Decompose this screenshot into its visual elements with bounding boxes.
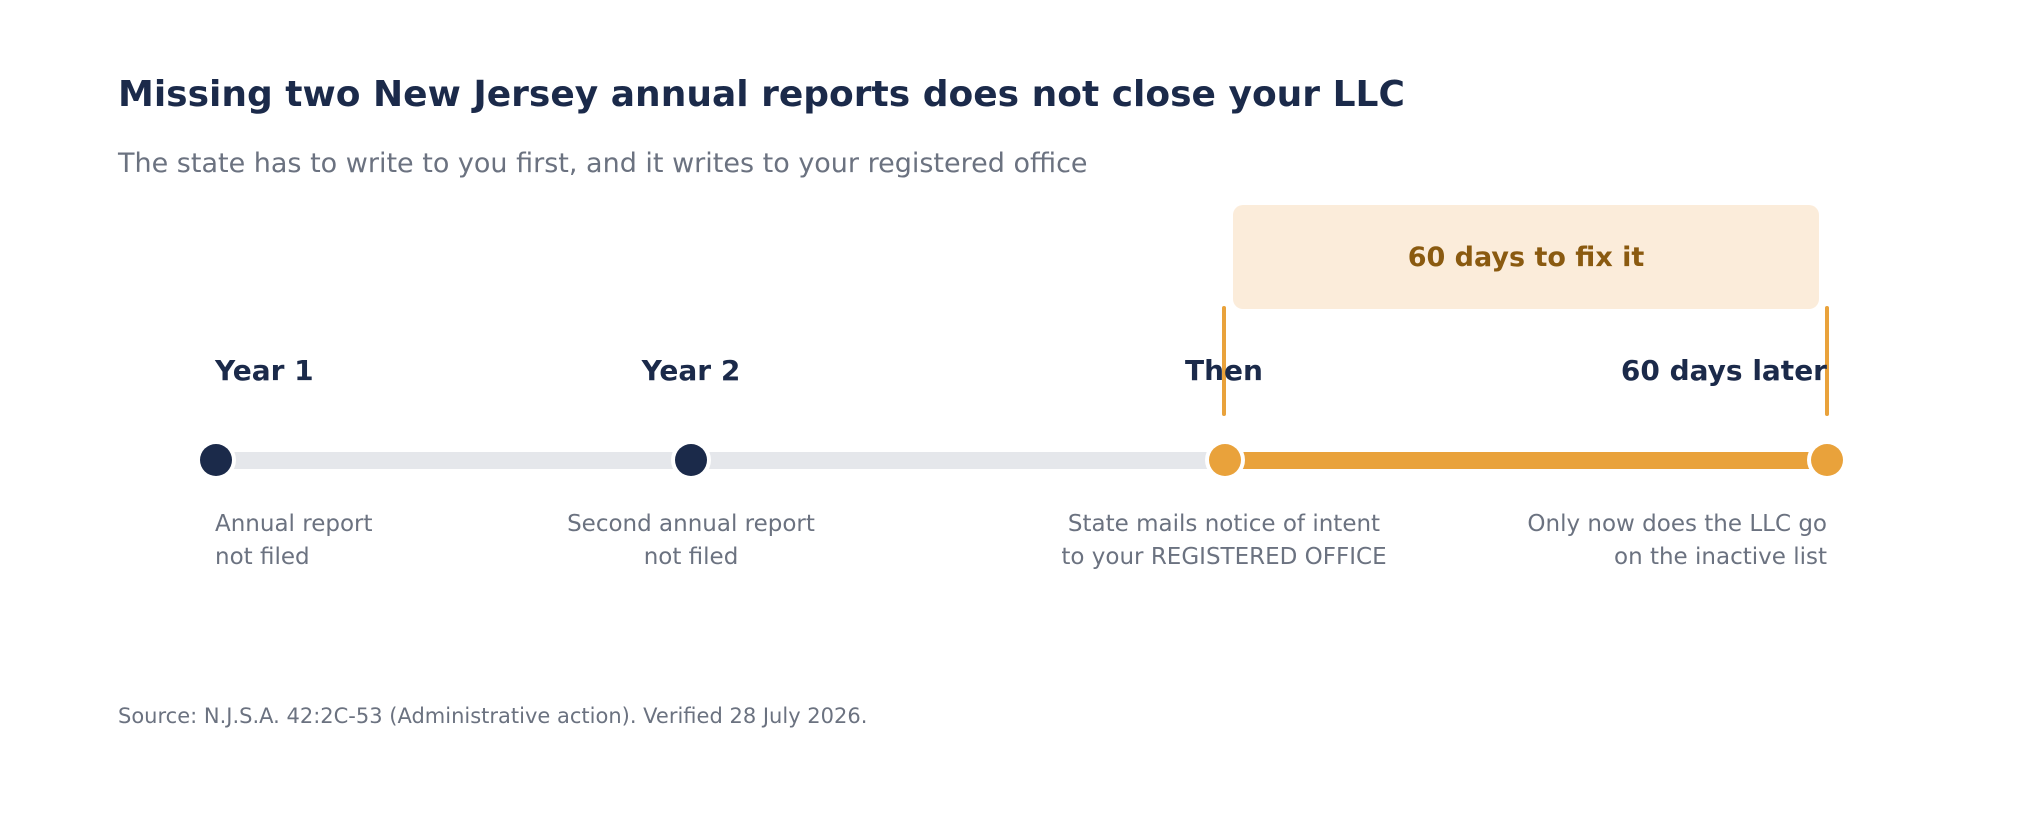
timeline-track-highlight	[1226, 452, 1826, 469]
desc-line: Only now does the LLC go	[1527, 511, 1827, 537]
desc-line: State mails notice of intent	[1067, 511, 1381, 537]
milestone-label-60-days: 60 days later	[1620, 354, 1827, 387]
milestone-desc-then: State mails notice of intent to your REG…	[1061, 508, 1386, 574]
desc-line: to your REGISTERED OFFICE	[1061, 544, 1387, 570]
desc-line: Annual report	[215, 511, 373, 537]
page-subtitle: The state has to write to you first, and…	[118, 148, 1088, 179]
source-note: Source: N.J.S.A. 42:2C-53 (Administrativ…	[118, 704, 868, 728]
callout-bracket-right	[1825, 306, 1829, 416]
milestone-dot-year-1	[200, 444, 232, 476]
milestone-desc-60-days: Only now does the LLC go on the inactive…	[1527, 508, 1827, 574]
milestone-label-year-2: Year 2	[641, 354, 741, 387]
desc-line: Second annual report	[567, 511, 815, 537]
milestone-dot-60-days	[1811, 444, 1843, 476]
milestone-dot-year-2	[675, 444, 707, 476]
timeline-track-gray	[216, 452, 1226, 469]
milestone-desc-year-1: Annual report not filed	[215, 508, 373, 574]
milestone-dot-then	[1209, 444, 1241, 476]
desc-line: on the inactive list	[1614, 544, 1827, 570]
milestone-desc-year-2: Second annual report not filed	[567, 508, 815, 574]
callout-bracket-left	[1222, 306, 1226, 416]
desc-line: not filed	[643, 544, 739, 570]
milestone-label-then: Then	[1185, 354, 1263, 387]
fix-window-callout: 60 days to fix it	[1233, 205, 1819, 309]
milestone-label-year-1: Year 1	[215, 354, 314, 387]
desc-line: not filed	[215, 544, 310, 570]
page-title: Missing two New Jersey annual reports do…	[118, 74, 1405, 115]
